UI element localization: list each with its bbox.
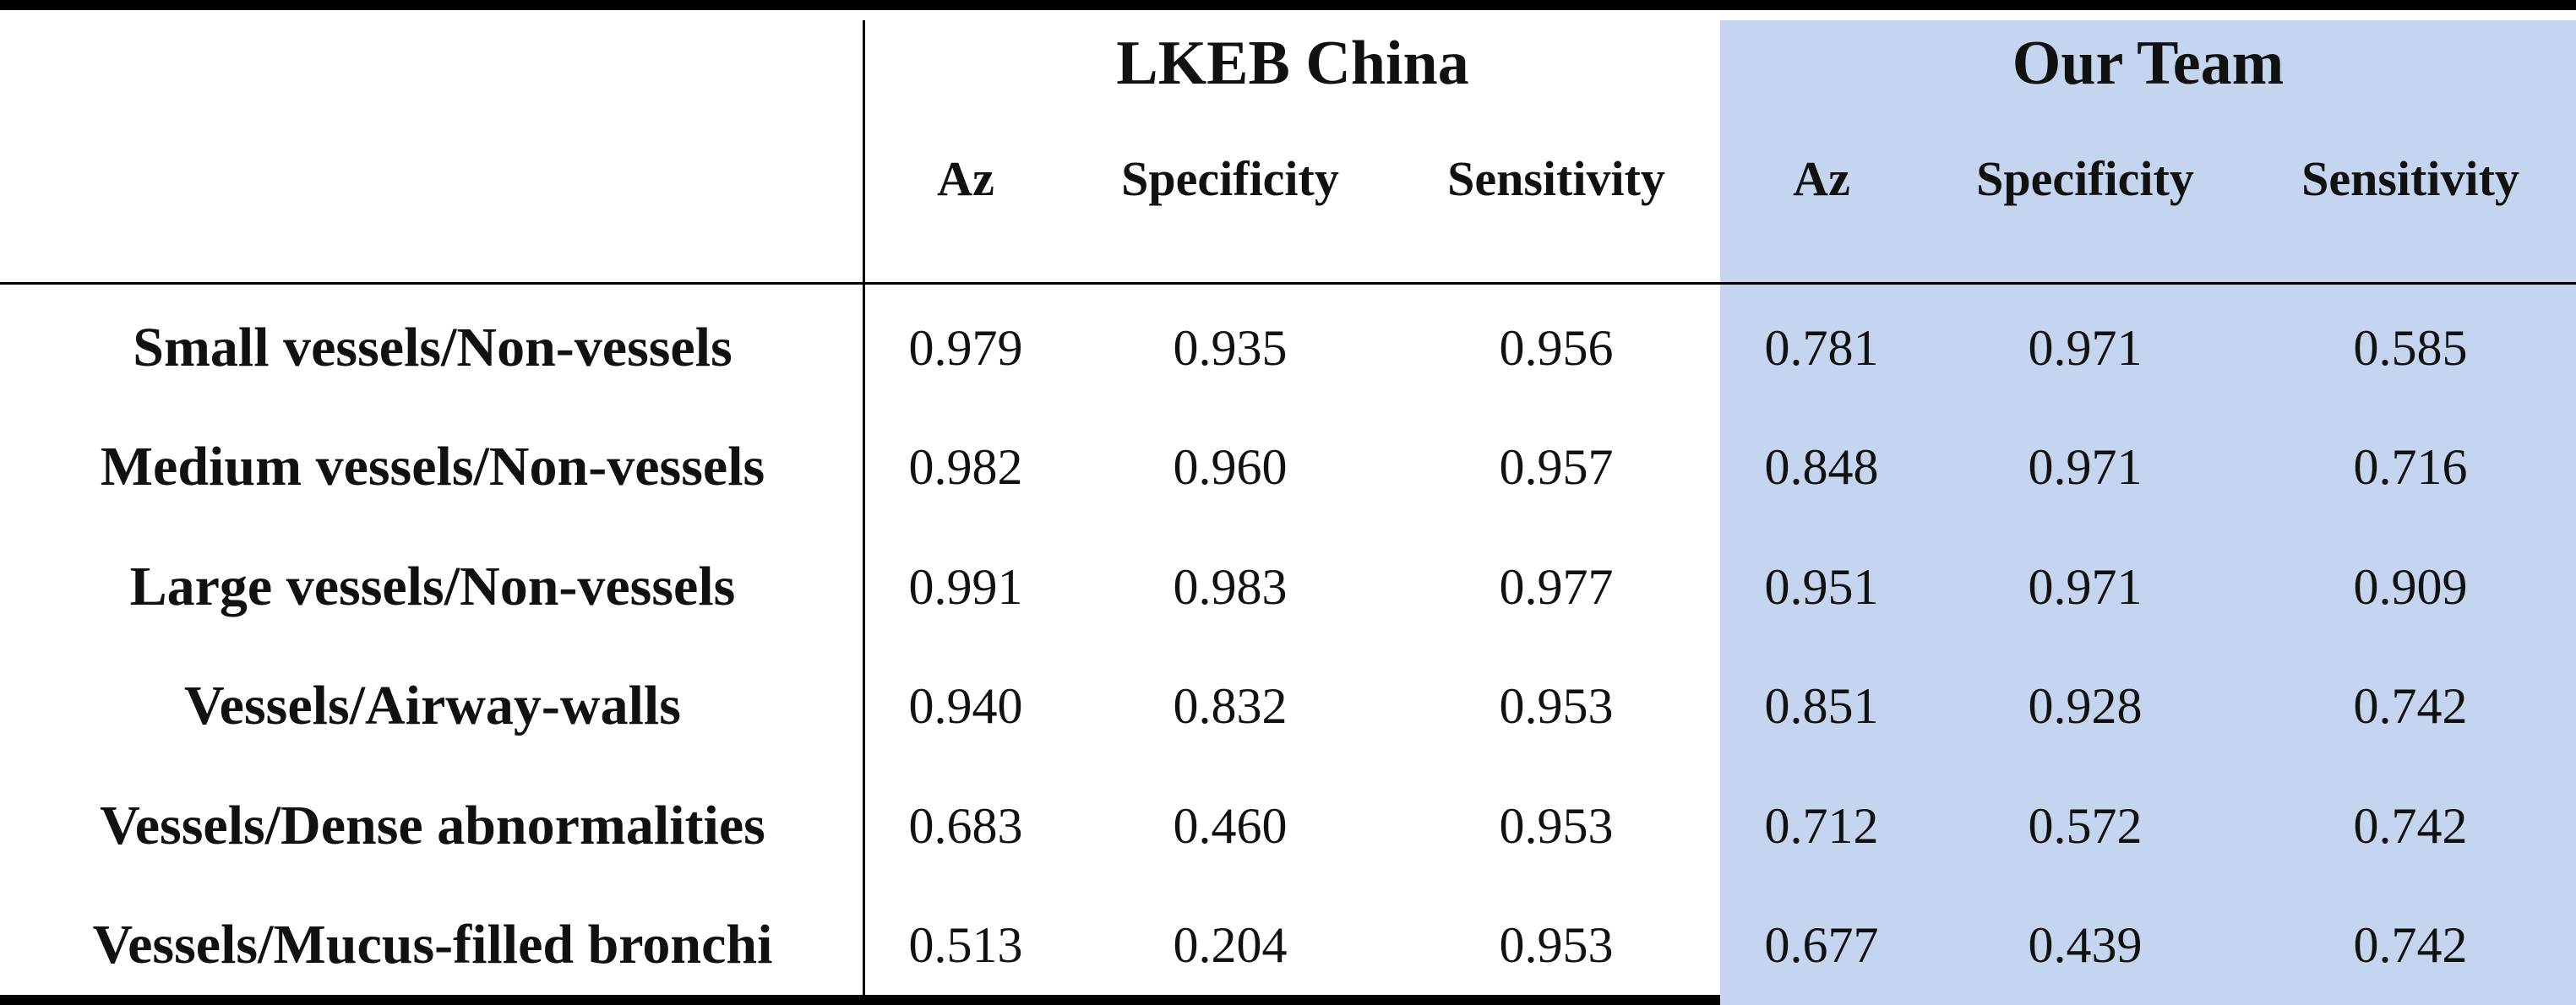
group-header-our-team: Our Team — [2012, 29, 2285, 98]
column-header-lkeb-specificity: Specificity — [1121, 151, 1339, 206]
table-cell: 0.513 — [908, 917, 1023, 973]
table-cell: 0.956 — [1499, 320, 1614, 376]
table-cell: 0.460 — [1173, 798, 1288, 854]
table-cell: 0.971 — [2028, 439, 2143, 495]
table-cell: 0.781 — [1764, 320, 1879, 376]
row-label: Small vessels/Non-vessels — [133, 317, 732, 378]
row-label: Vessels/Dense abnormalities — [100, 795, 765, 856]
table-cell: 0.716 — [2353, 439, 2468, 495]
table-cell: 0.585 — [2353, 320, 2468, 376]
column-header-lkeb-az: Az — [937, 151, 994, 206]
table-cell: 0.971 — [2028, 559, 2143, 615]
table-cell: 0.742 — [2353, 678, 2468, 734]
header-divider — [0, 282, 2576, 285]
row-label: Vessels/Mucus-filled bronchi — [92, 914, 773, 975]
our-team-column-highlight — [1720, 20, 2576, 1005]
row-label: Large vessels/Non-vessels — [129, 556, 736, 617]
table-cell: 0.851 — [1764, 678, 1879, 734]
column-header-lkeb-sensitivity: Sensitivity — [1447, 151, 1665, 206]
group-header-lkeb-china: LKEB China — [1116, 29, 1469, 98]
table-cell: 0.971 — [2028, 320, 2143, 376]
row-label: Vessels/Airway-walls — [184, 675, 681, 736]
row-label: Medium vessels/Non-vessels — [100, 436, 765, 497]
table-cell: 0.909 — [2353, 559, 2468, 615]
table-cell: 0.832 — [1173, 678, 1288, 734]
table-cell: 0.983 — [1173, 559, 1288, 615]
table-cell: 0.979 — [908, 320, 1023, 376]
table-cell: 0.991 — [908, 559, 1023, 615]
table-cell: 0.982 — [908, 439, 1023, 495]
table-cell: 0.960 — [1173, 439, 1288, 495]
column-header-our-az: Az — [1793, 151, 1850, 206]
column-header-our-sensitivity: Sensitivity — [2301, 151, 2519, 206]
table-cell: 0.940 — [908, 678, 1023, 734]
table-cell: 0.742 — [2353, 917, 2468, 973]
table-cell: 0.953 — [1499, 798, 1614, 854]
table-cell: 0.951 — [1764, 559, 1879, 615]
table-cell: 0.953 — [1499, 917, 1614, 973]
label-column-divider — [863, 20, 865, 1005]
column-header-our-specificity: Specificity — [1976, 151, 2194, 206]
table-cell: 0.439 — [2028, 917, 2143, 973]
table-cell: 0.928 — [2028, 678, 2143, 734]
table-cell: 0.742 — [2353, 798, 2468, 854]
table-cell: 0.572 — [2028, 798, 2143, 854]
table-cell: 0.677 — [1764, 917, 1879, 973]
table-cell: 0.204 — [1173, 917, 1288, 973]
table-cell: 0.977 — [1499, 559, 1614, 615]
table-cell: 0.848 — [1764, 439, 1879, 495]
table-cell: 0.953 — [1499, 678, 1614, 734]
table-cell: 0.683 — [908, 798, 1023, 854]
table-cell: 0.712 — [1764, 798, 1879, 854]
table-cell: 0.935 — [1173, 320, 1288, 376]
table-cell: 0.957 — [1499, 439, 1614, 495]
